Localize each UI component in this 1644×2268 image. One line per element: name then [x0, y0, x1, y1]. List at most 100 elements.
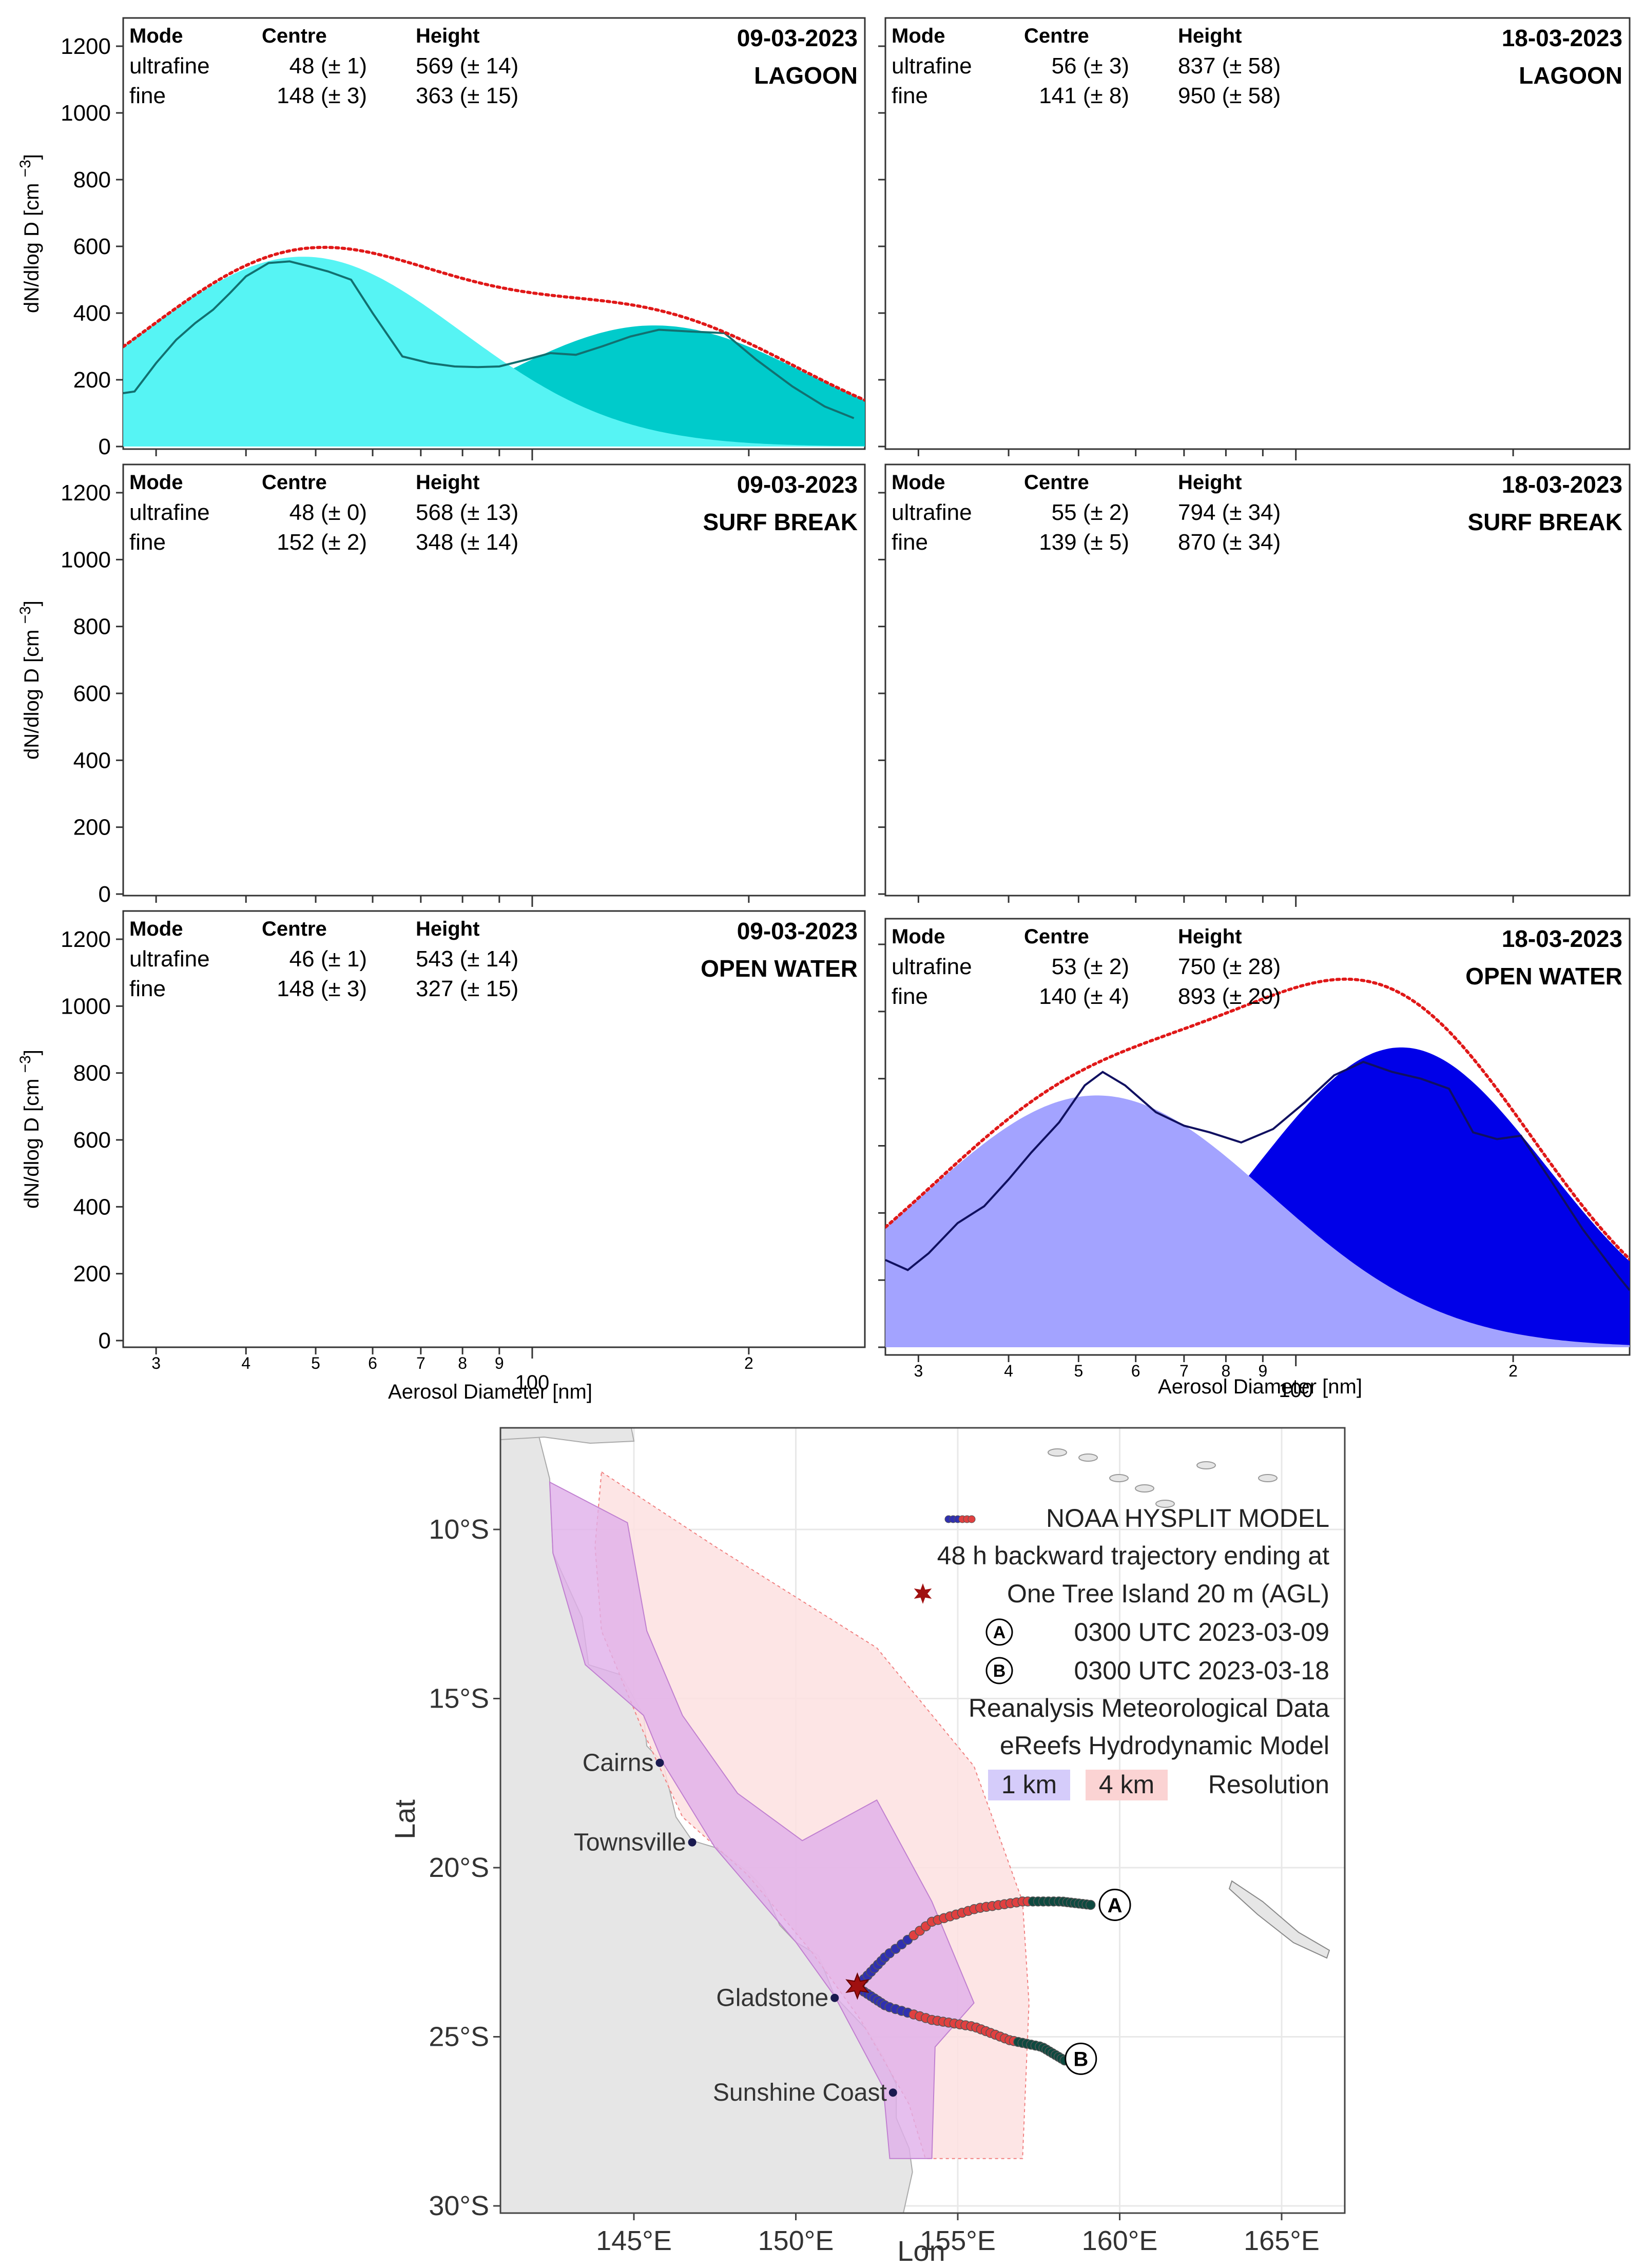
lat-tick-label: 30°S [429, 2191, 489, 2221]
ultrafine-mode-area [885, 1095, 1630, 1347]
y-axis-title: dN/dlog D [cm −3] [17, 600, 43, 760]
panel-frame [884, 463, 1631, 897]
y-tick-label: 600 [73, 681, 111, 706]
new-guinea-land [500, 1428, 635, 1444]
trajectory-b-label-ring [1065, 2042, 1097, 2075]
mode-centre: 148 (± 3) [277, 976, 367, 1001]
plot-area [885, 977, 1630, 1347]
measured-line [123, 260, 855, 419]
mode-height: 327 (± 15) [416, 976, 518, 1001]
mode-name: ultrafine [892, 53, 972, 79]
lat-tick-label: 25°S [429, 2022, 489, 2052]
panel-1: 0 200 400 600 800 1000 1200 dN/dlog D [cm −3] Mo… [17, 17, 866, 460]
fit-line [885, 977, 1630, 1261]
mode-centre: 48 (± 1) [289, 53, 367, 79]
legend-traj-b-icon-ring [985, 1657, 1013, 1684]
y-tick-label: 200 [73, 1262, 111, 1287]
mode-name: fine [892, 530, 928, 555]
legend-met: Reanalysis Meteorological Data [969, 1694, 1329, 1722]
trajectory-b-label: B [1065, 2042, 1097, 2075]
measured-line [885, 1060, 1630, 1291]
y-axis-title: dN/dlog D [cm −3] [17, 154, 43, 313]
lat-tick-label: 10°S [429, 1514, 489, 1545]
mode-height: 950 (± 58) [1178, 83, 1281, 108]
table-header-height: Height [1178, 471, 1242, 494]
fit-line [123, 245, 865, 402]
x-tick-label: 6 [368, 1354, 377, 1372]
x-tick-label: 7 [1179, 1362, 1189, 1380]
legend-star-icon [914, 1583, 932, 1604]
x-tick-label: 5 [1074, 1362, 1083, 1380]
x-tick-label: 9 [1258, 1362, 1267, 1380]
mode-height: 750 (± 28) [1178, 954, 1281, 979]
x-tick-label: 8 [458, 1354, 467, 1372]
plot-area [123, 245, 865, 447]
mode-centre: 141 (± 8) [1039, 83, 1129, 108]
panel-site: SURF BREAK [1467, 509, 1622, 535]
lat-tick-label: 20°S [429, 1852, 489, 1883]
panel-date: 09-03-2023 [737, 25, 858, 51]
legend-traj-a-icon-letter: A [993, 1623, 1006, 1642]
mode-height: 837 (± 58) [1178, 53, 1281, 79]
map-frame [499, 1427, 1346, 2214]
mode-height: 569 (± 14) [416, 53, 518, 79]
legend-swatch-4km [1086, 1770, 1168, 1800]
lon-tick-label: 160°E [1082, 2225, 1158, 2256]
lon-tick-label: 145°E [596, 2225, 672, 2256]
island [1135, 1484, 1154, 1492]
x-tick-label: 6 [1131, 1362, 1140, 1380]
panel-date: 09-03-2023 [737, 918, 858, 944]
trajectory-a-label: A [1098, 1888, 1131, 1921]
table-header-height: Height [416, 471, 479, 494]
mode-height: 870 (± 34) [1178, 530, 1281, 555]
island [1078, 1453, 1098, 1462]
city-label: Townsville [574, 1829, 686, 1856]
legend-hydro: eReefs Hydrodynamic Model [1000, 1731, 1329, 1760]
site-star [845, 1972, 869, 2000]
legend-traj-b: 0300 UTC 2023-03-18 [1074, 1656, 1329, 1685]
panel-date: 18-03-2023 [1502, 925, 1622, 952]
table-header-centre: Centre [1024, 25, 1089, 47]
y-tick-label: 0 [99, 1328, 111, 1353]
mode-centre: 139 (± 5) [1039, 530, 1129, 555]
x-tick-label: 100 [515, 1371, 550, 1394]
mode-height: 363 (± 15) [416, 83, 518, 108]
y-tick-label: 1200 [61, 34, 111, 59]
table-header-mode: Mode [892, 471, 945, 494]
mode-height: 348 (± 14) [416, 530, 518, 555]
x-tick-label: 8 [1222, 1362, 1231, 1380]
legend-traj-a-icon-ring [985, 1618, 1013, 1646]
panel-site: LAGOON [754, 62, 858, 89]
table-header-height: Height [1178, 25, 1242, 47]
table-header-mode: Mode [129, 918, 183, 940]
trajectory-a-label-letter: A [1108, 1894, 1123, 1917]
y-tick-label: 400 [73, 1194, 111, 1219]
legend-trajectory: 48 h backward trajectory ending at [937, 1541, 1329, 1570]
trajectory-b-label-letter: B [1073, 2048, 1088, 2071]
new-caledonia [1228, 1880, 1330, 1959]
y-tick-label: 400 [73, 748, 111, 773]
mode-name: fine [129, 83, 166, 108]
x-tick-label: 4 [1004, 1362, 1013, 1380]
lon-tick-label: 155°E [920, 2225, 996, 2256]
mode-centre: 48 (± 0) [289, 500, 367, 525]
panel-6: 3 4 5 6 7 8 9 100 2 Mode Centre Height ultrafine 53 (… [878, 918, 1631, 1402]
city-dot [888, 2088, 897, 2097]
mode-name: fine [892, 83, 928, 108]
y-tick-label: 1000 [61, 547, 111, 572]
panel-4: Mode Centre Height ultrafine 55 (± 2) 794 (± … [878, 45, 1631, 907]
x-tick-label: 3 [151, 1354, 161, 1372]
island [1196, 1461, 1216, 1469]
mode-centre: 56 (± 3) [1052, 53, 1129, 79]
legend-traj-a-icon: A [985, 1618, 1013, 1646]
table-header-mode: Mode [892, 925, 945, 948]
x-tick-label: 9 [495, 1354, 504, 1372]
mode-height: 568 (± 13) [416, 500, 518, 525]
mode-height: 543 (± 14) [416, 946, 518, 972]
legend-traj-point [968, 1515, 976, 1523]
mode-centre: 140 (± 4) [1039, 984, 1129, 1009]
y-tick-label: 800 [73, 614, 111, 639]
legend-res-1km: 1 km [1001, 1770, 1057, 1799]
legend-res-4km: 4 km [1099, 1770, 1154, 1799]
mode-name: ultrafine [129, 53, 210, 79]
